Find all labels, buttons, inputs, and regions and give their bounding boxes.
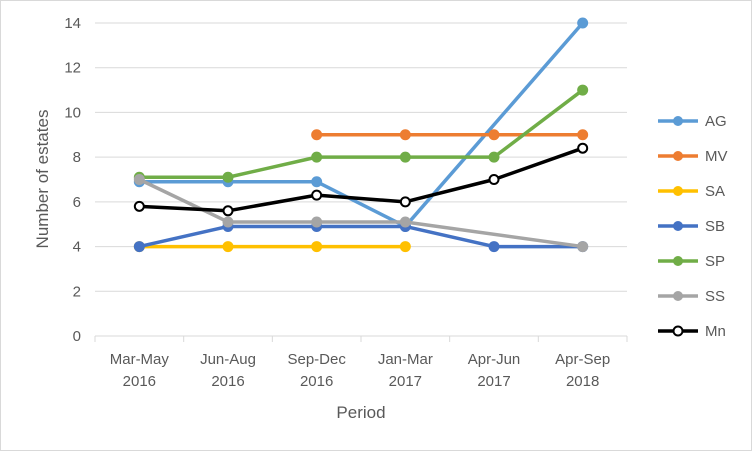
data-point xyxy=(399,196,411,208)
data-point xyxy=(222,216,234,228)
series-mn xyxy=(133,142,589,217)
series-line-sp xyxy=(137,88,585,180)
x-tick-label: Apr-Jun 2017 xyxy=(468,351,521,390)
data-point xyxy=(577,84,589,96)
data-point xyxy=(311,241,323,253)
y-tick-label: 14 xyxy=(64,15,81,32)
series-sa xyxy=(133,241,411,253)
series-ss xyxy=(133,174,589,253)
legend-item-mv: MV xyxy=(658,148,728,165)
data-point xyxy=(577,241,589,253)
data-point xyxy=(311,216,323,228)
series-line-sb xyxy=(137,224,585,249)
data-point xyxy=(311,129,323,141)
data-point xyxy=(488,129,500,141)
legend-label: SP xyxy=(705,253,725,270)
legend-item-ss: SS xyxy=(658,288,725,305)
axes: 0 2 4 6 8 10 12 14 Mar-May 2016 Jun-Aug 2016 Sep-Dec… xyxy=(64,15,628,390)
legend-swatch-marker xyxy=(673,291,683,301)
x-tick-label: Apr-Sep 2018 xyxy=(555,351,610,390)
y-tick-label: 8 xyxy=(73,149,81,166)
legend-swatch-marker xyxy=(673,116,683,126)
data-point xyxy=(133,174,145,185)
legend-swatch-marker xyxy=(673,221,683,231)
y-axis-title: Number of estates xyxy=(33,110,52,249)
series-line-ss xyxy=(137,177,585,249)
data-point xyxy=(577,17,589,29)
legend: AG MV SA SB SP SS Mn xyxy=(658,113,728,340)
x-axis-title: Period xyxy=(336,403,385,422)
legend-label: MV xyxy=(705,148,728,165)
legend-item-sb: SB xyxy=(658,218,725,235)
data-point xyxy=(577,129,589,141)
data-point xyxy=(577,142,589,154)
series-line-ag xyxy=(137,21,585,229)
legend-label: SB xyxy=(705,218,725,235)
y-tick-label: 2 xyxy=(73,283,81,300)
legend-item-sp: SP xyxy=(658,253,725,270)
legend-item-sa: SA xyxy=(658,183,725,200)
legend-swatch-marker xyxy=(673,186,683,196)
data-point xyxy=(399,151,411,163)
data-point xyxy=(133,241,145,253)
data-point xyxy=(222,171,234,183)
x-tick-label: Jan-Mar 2017 xyxy=(378,351,433,390)
y-tick-label: 0 xyxy=(73,328,81,345)
data-point xyxy=(311,189,323,201)
legend-swatch-marker xyxy=(673,256,683,266)
data-point xyxy=(399,216,411,228)
legend-label: AG xyxy=(705,113,727,130)
data-point xyxy=(488,151,500,163)
data-point xyxy=(311,151,323,163)
legend-item-ag: AG xyxy=(658,113,727,130)
data-point xyxy=(399,129,411,141)
series-lines xyxy=(133,17,589,253)
data-point xyxy=(222,205,234,217)
legend-swatch-marker xyxy=(672,325,684,337)
legend-item-mn: Mn xyxy=(658,323,726,340)
data-point xyxy=(222,241,234,253)
series-line-mn xyxy=(137,146,585,213)
series-mv xyxy=(311,129,589,141)
data-point xyxy=(488,241,500,253)
data-point xyxy=(133,200,145,212)
data-point xyxy=(311,176,323,188)
x-tick-label: Jun-Aug 2016 xyxy=(200,351,256,390)
data-point xyxy=(399,241,411,253)
legend-label: SS xyxy=(705,288,725,305)
x-tick-label: Mar-May 2016 xyxy=(110,351,170,390)
y-tick-label: 4 xyxy=(73,239,81,256)
y-tick-label: 10 xyxy=(64,104,81,121)
legend-swatch-marker xyxy=(673,151,683,161)
x-tick-label: Sep-Dec 2016 xyxy=(287,351,346,390)
y-tick-label: 6 xyxy=(73,194,81,211)
legend-label: Mn xyxy=(705,323,726,340)
data-point xyxy=(488,174,500,185)
legend-label: SA xyxy=(705,183,725,200)
y-tick-label: 12 xyxy=(64,60,81,77)
